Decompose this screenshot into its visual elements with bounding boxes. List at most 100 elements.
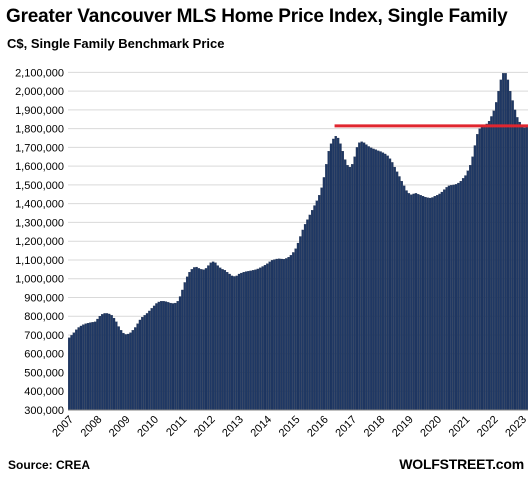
- bar: [204, 268, 208, 411]
- bar: [410, 194, 413, 411]
- bar: [461, 178, 465, 411]
- x-tick-label: 2022: [475, 414, 501, 440]
- y-tick-label: 900,000: [24, 292, 64, 304]
- bar: [119, 330, 123, 411]
- bar: [150, 308, 153, 411]
- bar: [197, 268, 201, 411]
- bar: [485, 123, 488, 411]
- y-tick-label: 1,800,000: [15, 124, 64, 136]
- bar: [492, 110, 495, 411]
- bar: [459, 181, 462, 411]
- brand-label: WOLFSTREET.com: [399, 456, 524, 472]
- bar: [393, 166, 396, 411]
- bar: [129, 332, 132, 411]
- bar: [480, 126, 484, 411]
- bar: [433, 196, 436, 411]
- bar: [207, 265, 210, 411]
- bar: [303, 224, 307, 411]
- bar: [285, 258, 288, 411]
- bar: [223, 270, 227, 411]
- bar: [221, 269, 224, 411]
- x-tick-label: 2017: [333, 414, 359, 440]
- bar: [247, 271, 250, 411]
- bar: [89, 322, 92, 411]
- bar: [504, 73, 507, 411]
- bar: [292, 252, 295, 411]
- bar: [497, 91, 500, 411]
- bar: [296, 242, 300, 411]
- bar: [233, 276, 236, 411]
- bar: [334, 136, 337, 411]
- bar: [336, 137, 340, 411]
- bar: [471, 156, 474, 411]
- bar: [476, 134, 479, 411]
- bar: [443, 189, 446, 411]
- bar: [346, 165, 349, 411]
- y-axis-ticks: 300,000 400,000 500,000 600,000 700,000 800,0…: [15, 67, 64, 417]
- bar: [391, 162, 394, 411]
- bar: [226, 272, 229, 411]
- bar: [91, 322, 94, 411]
- bar: [332, 138, 335, 411]
- bar: [287, 257, 290, 411]
- bar: [216, 265, 219, 411]
- bar: [275, 258, 278, 411]
- y-tick-label: 1,000,000: [15, 274, 64, 286]
- bar: [457, 182, 460, 411]
- bar: [400, 181, 403, 411]
- bar: [341, 151, 344, 411]
- bar: [79, 325, 83, 411]
- x-tick-label: 2015: [277, 414, 303, 440]
- bar: [174, 302, 177, 411]
- bar: [509, 91, 512, 411]
- bar: [339, 143, 342, 411]
- bar: [502, 73, 505, 411]
- bar: [72, 332, 76, 411]
- bar: [473, 145, 477, 411]
- bar: [84, 323, 87, 411]
- bar: [101, 314, 104, 411]
- bar: [96, 318, 99, 411]
- bar: [313, 205, 316, 411]
- bar: [386, 155, 389, 411]
- bar: [412, 193, 415, 411]
- bar: [379, 151, 382, 411]
- bar: [263, 265, 267, 411]
- x-tick-label: 2007: [50, 414, 76, 440]
- bar: [450, 185, 453, 411]
- bar: [256, 268, 260, 411]
- x-tick-label: 2023: [503, 414, 529, 440]
- bar: [308, 214, 311, 411]
- bar: [360, 141, 363, 411]
- bar: [388, 158, 392, 411]
- bar: [98, 316, 102, 411]
- bar: [327, 151, 330, 411]
- y-tick-label: 1,100,000: [15, 255, 64, 267]
- bar: [395, 171, 399, 411]
- bar: [428, 197, 432, 411]
- bar: [261, 266, 264, 411]
- bar: [329, 143, 333, 411]
- y-tick-label: 1,300,000: [15, 217, 64, 229]
- bar: [244, 271, 248, 411]
- bar: [438, 193, 441, 411]
- bar: [490, 116, 493, 411]
- bar: [374, 149, 378, 411]
- bar: [369, 147, 373, 411]
- y-tick-label: 1,400,000: [15, 199, 64, 211]
- bar: [362, 142, 366, 411]
- y-tick-label: 500,000: [24, 367, 64, 379]
- bar: [82, 324, 85, 411]
- y-tick-label: 400,000: [24, 386, 64, 398]
- bar: [440, 191, 444, 411]
- bar: [218, 267, 222, 411]
- bar: [398, 176, 401, 411]
- bar: [381, 152, 385, 411]
- bar: [407, 193, 411, 411]
- bar: [259, 267, 262, 411]
- x-tick-label: 2020: [418, 414, 444, 440]
- bar: [105, 313, 109, 411]
- bar: [195, 266, 198, 411]
- y-tick-label: 2,100,000: [15, 67, 64, 79]
- bar: [152, 305, 156, 411]
